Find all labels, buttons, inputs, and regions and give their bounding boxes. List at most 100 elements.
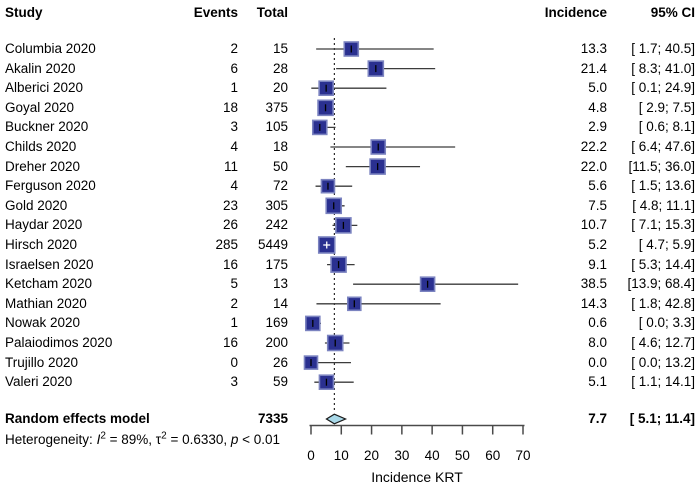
events-value: 16 [222,335,238,350]
summary-diamond [325,413,348,425]
study-name: Mathian 2020 [5,295,87,311]
summary-incidence: 7.7 [588,411,607,426]
x-axis-tick-label: 10 [334,448,349,463]
study-name: Dreher 2020 [5,158,81,174]
ci-value: [ 0.6; 8.1] [638,119,695,135]
events-value: 1 [230,80,238,96]
events-value: 18 [222,99,238,115]
ci-value: [ 4.6; 12.7] [631,335,695,350]
incidence-value: 8.0 [588,335,607,350]
events-value: 16 [222,256,238,272]
incidence-value: 5.1 [588,374,607,390]
total-value: 375 [265,99,288,115]
total-value: 15 [272,41,288,56]
ci-value: [ 0.0; 13.2] [631,354,695,370]
x-axis-tick-label: 50 [455,448,470,463]
total-value: 59 [272,374,288,390]
events-value: 2 [230,41,238,56]
study-row: Dreher 2020 11 50 22.0 [11.5; 36.0] [0,157,700,177]
summary-ci: [ 5.1; 11.4] [629,411,695,426]
events-value: 0 [230,354,238,370]
study-name: Alberici 2020 [5,80,84,96]
incidence-value: 22.0 [580,158,607,174]
total-value: 242 [265,217,288,233]
total-value: 14 [272,295,288,311]
study-row: Goyal 2020 18 375 4.8 [ 2.9; 7.5] [0,98,700,118]
total-value: 305 [265,197,288,213]
ci-value: [13.9; 68.4] [627,276,695,292]
events-value: 4 [230,139,238,154]
column-header-incidence: Incidence [544,5,607,20]
column-header-events: Events [193,5,238,20]
incidence-value: 5.6 [588,178,607,194]
study-row: Nowak 2020 1 169 0.6 [ 0.0; 3.3] [0,313,700,333]
total-value: 50 [272,158,288,174]
column-header-ci: 95% CI [650,5,695,20]
total-value: 28 [272,60,288,76]
incidence-value: 21.4 [580,60,607,76]
events-value: 3 [230,119,238,135]
study-name: Columbia 2020 [5,41,96,56]
events-value: 23 [222,197,238,213]
incidence-value: 14.3 [580,295,607,311]
study-row: Israelsen 2020 16 175 9.1 [ 5.3; 14.4] [0,255,700,275]
ci-value: [ 0.0; 3.3] [638,315,695,331]
study-row: Childs 2020 4 18 22.2 [ 6.4; 47.6] [0,137,700,157]
incidence-value: 5.0 [588,80,607,96]
study-row: Hirsch 2020 285 5449 5.2 [ 4.7; 5.9] [0,235,700,255]
study-name: Palaiodimos 2020 [5,335,113,350]
study-name: Akalin 2020 [5,60,76,76]
ci-value: [ 7.1; 15.3] [631,217,695,233]
study-name: Childs 2020 [5,139,77,154]
events-value: 285 [215,237,238,252]
study-row: Haydar 2020 26 242 10.7 [ 7.1; 15.3] [0,215,700,235]
x-axis-tick-label: 60 [485,448,500,463]
ci-value: [ 8.3; 41.0] [631,60,695,76]
study-row: Trujillo 2020 0 26 0.0 [ 0.0; 13.2] [0,353,700,373]
ci-value: [ 1.8; 42.8] [631,295,695,311]
study-name: Ketcham 2020 [5,276,93,292]
study-name: Haydar 2020 [5,217,83,233]
column-header-total: Total [256,5,288,20]
study-name: Valeri 2020 [5,374,73,390]
study-row: Mathian 2020 2 14 14.3 [ 1.8; 42.8] [0,294,700,314]
ci-value: [ 1.5; 13.6] [631,178,695,194]
incidence-value: 0.6 [588,315,607,331]
total-value: 72 [272,178,288,194]
events-value: 11 [223,158,238,174]
total-value: 26 [272,354,288,370]
events-value: 26 [222,217,238,233]
total-value: 169 [265,315,288,331]
events-value: 2 [230,295,238,311]
total-value: 5449 [257,237,288,252]
events-value: 1 [230,315,238,331]
incidence-value: 22.2 [580,139,607,154]
incidence-value: 0.0 [588,354,607,370]
summary-row: Random effects model 7335 7.7 [ 5.1; 11.… [0,409,700,429]
ci-value: [ 1.7; 40.5] [631,41,695,56]
total-value: 13 [272,276,288,292]
ci-value: [ 0.1; 24.9] [631,80,695,96]
x-axis-tick-label: 30 [394,448,409,463]
ci-value: [ 5.3; 14.4] [631,256,695,272]
x-axis-tick-label: 20 [364,448,379,463]
study-name: Trujillo 2020 [5,354,79,370]
study-name: Buckner 2020 [5,119,89,135]
ci-value: [ 4.7; 5.9] [638,237,695,252]
events-value: 5 [230,276,238,292]
total-value: 20 [272,80,288,96]
x-axis-title: Incidence KRT [371,469,463,485]
total-value: 175 [265,256,288,272]
study-row: Ferguson 2020 4 72 5.6 [ 1.5; 13.6] [0,176,700,196]
study-row: Valeri 2020 3 59 5.1 [ 1.1; 14.1] [0,372,700,392]
study-row: Alberici 2020 1 20 5.0 [ 0.1; 24.9] [0,78,700,98]
study-name: Nowak 2020 [5,315,81,331]
heterogeneity-note: Heterogeneity: I2 = 89%, τ2 = 0.6330, p … [0,430,700,450]
column-header-study: Study [5,5,43,20]
summary-total: 7335 [257,411,288,426]
ci-value: [11.5; 36.0] [628,158,695,174]
x-axis-tick-label: 70 [515,448,530,463]
total-value: 105 [265,119,288,135]
